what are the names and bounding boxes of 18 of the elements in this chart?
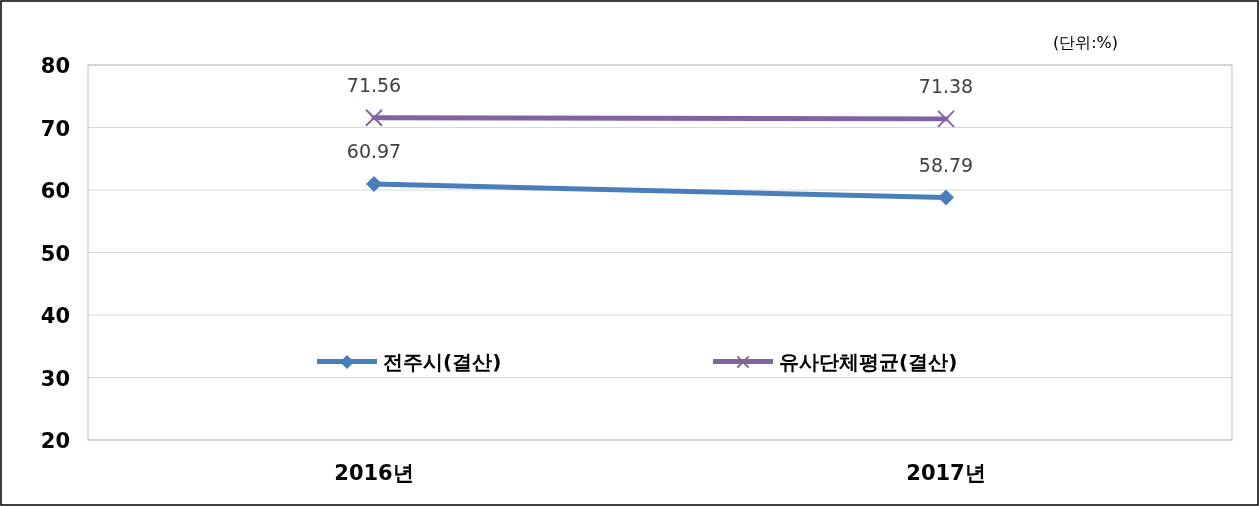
- y-tick-label: 70: [40, 116, 70, 141]
- y-tick-label: 50: [40, 241, 70, 266]
- y-tick-label: 30: [40, 366, 70, 391]
- point: [366, 175, 382, 192]
- y-tick-label: 40: [40, 304, 70, 328]
- y-tick-label: 20: [40, 429, 70, 453]
- legend-label: 전주시(결산): [383, 349, 502, 374]
- data-label: 71.38: [918, 74, 974, 97]
- text: (단위:%): [1052, 33, 1118, 52]
- y-tick-label: 80: [40, 54, 70, 78]
- data-label: 71.56: [346, 73, 402, 96]
- point: [938, 189, 954, 206]
- y-tick-label: 60: [40, 179, 70, 203]
- x-tick-label: 2017년: [906, 461, 986, 485]
- data-label: 58.79: [918, 153, 974, 176]
- x-tick-label: 2016년: [334, 461, 414, 485]
- legend-label: 유사단체평균(결산): [779, 349, 958, 374]
- data-label: 60.97: [346, 139, 402, 162]
